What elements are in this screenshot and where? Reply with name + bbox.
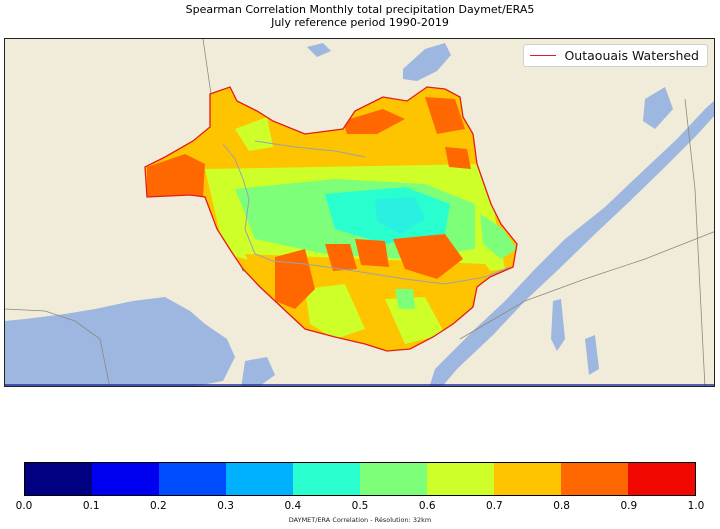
map-subtitle: July reference period 1990-2019 [271,16,449,29]
legend-line-swatch [530,55,557,56]
map-title: Spearman Correlation Monthly total preci… [185,3,535,16]
border-east-1 [459,231,714,340]
lake-large-southwest [5,297,235,386]
zone-08-09-ne [425,97,465,134]
colorbar-tick-label: 0.9 [620,500,638,512]
lake-east-2 [585,335,599,375]
colorbar-segment-7 [494,463,561,495]
border-southwest [5,308,111,386]
lake-east-3 [643,87,673,129]
map-panel[interactable]: Outaouais Watershed [4,38,715,387]
zone-08-09-west [147,154,205,197]
zone-08-09-east-2 [393,234,463,279]
colorbar-segment-4 [293,463,360,495]
map-legend: Outaouais Watershed [523,44,708,67]
lake-south-central [241,357,275,386]
zone-05-06-east [480,214,517,259]
colorbar-tick-label: 0.7 [486,500,503,512]
colorbar-tick-label: 0.6 [418,500,436,512]
river-outaouais [222,143,511,285]
zone-08-09-center-3 [355,239,389,267]
colorbar-segment-9 [628,463,695,495]
zone-04-05-core [375,197,425,234]
map-canvas [5,39,714,386]
credit-text: DAYMET/ERA Correlation - Résolution: 32k… [288,516,432,524]
rivers [222,140,511,285]
lake-northeast [403,43,451,81]
bay-southwest [5,331,45,369]
zone-08-09-north [343,109,405,134]
colorbar-tick-label: 0.1 [82,500,100,512]
colorbar-tick-label: 0.0 [15,500,33,512]
colorbar-segment-1 [92,463,159,495]
colorbar-segment-5 [360,463,427,495]
watershed-boundary [144,86,518,352]
colorbar-segment-8 [561,463,628,495]
colorbar-tick-label: 0.3 [217,500,234,512]
colorbar [24,462,696,496]
colorbar-tick-label: 0.5 [351,500,369,512]
lake-north [307,43,331,57]
zone-06-07-south [305,284,365,339]
legend-label: Outaouais Watershed [564,48,699,63]
river-stlawrence [429,100,714,386]
colorbar-segment-0 [25,463,92,495]
colorbar-tick-label: 0.2 [150,500,167,512]
water-bodies [5,43,714,386]
lake-east-1 [551,299,565,351]
correlation-field [145,87,517,351]
colorbar-segment-3 [226,463,293,495]
colorbar-tick-label: 0.8 [553,500,570,512]
border-east-2 [684,98,706,386]
colorbar-segment-2 [159,463,226,495]
river-north [254,140,366,158]
colorbar-tick-label: 1.0 [687,500,705,512]
zone-05-06-south [395,289,415,309]
colorbar-segment-6 [427,463,494,495]
zone-08-09-center-2 [325,244,357,271]
colorbar-tick-label: 0.4 [284,500,302,512]
zone-08-09-east [445,147,471,169]
